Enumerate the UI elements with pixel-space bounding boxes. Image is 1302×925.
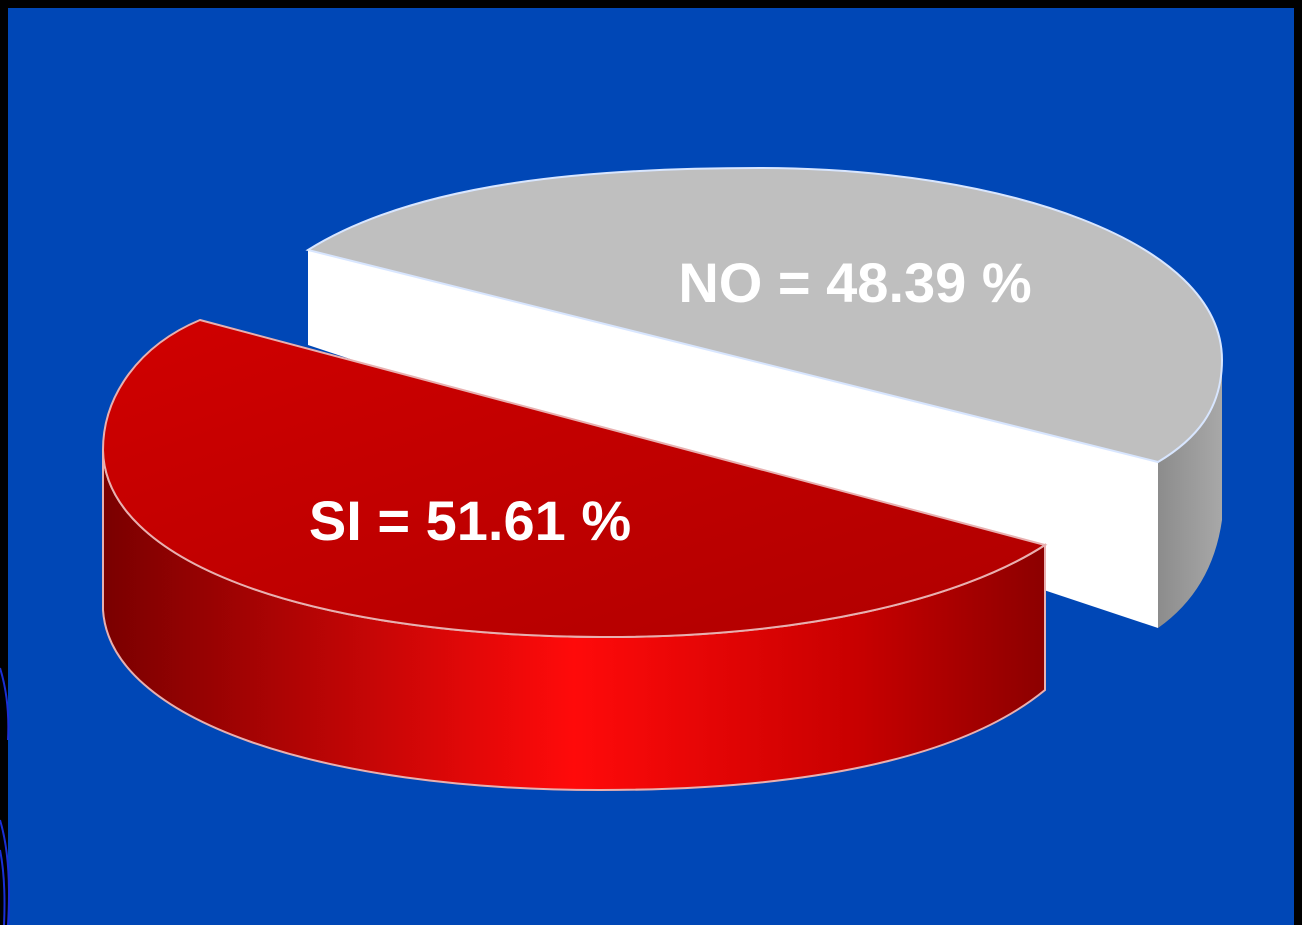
slice-no-top-face (305, 166, 1224, 464)
pie-slice-si: SI = 51.61 % (101, 318, 1048, 792)
slice-si-top-face (101, 318, 1048, 639)
corner-decoration (0, 667, 10, 925)
slice-label-si: SI = 51.61 % (309, 489, 631, 552)
slice-no-side-face (1158, 360, 1222, 628)
slice-label-no: NO = 48.39 % (678, 251, 1031, 314)
